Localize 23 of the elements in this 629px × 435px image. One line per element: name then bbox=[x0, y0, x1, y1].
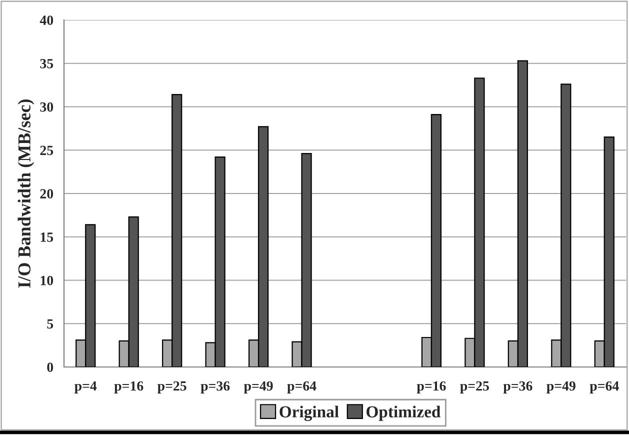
x-tick-label: p=49 bbox=[546, 381, 576, 394]
x-tick-label: p=49 bbox=[244, 381, 273, 394]
y-tick-label: 40 bbox=[40, 16, 54, 25]
x-tick-label: p=4 bbox=[74, 381, 97, 394]
y-tick-label: 15 bbox=[40, 232, 54, 242]
y-tick-label: 5 bbox=[47, 319, 54, 329]
x-tick-label: p=25 bbox=[460, 381, 489, 394]
y-tick-label: 25 bbox=[40, 146, 54, 156]
y-tick-label: 10 bbox=[40, 276, 54, 286]
y-axis-title: I/O Bandwidth (MB/sec) bbox=[18, 99, 34, 288]
x-tick-label: p=16 bbox=[114, 381, 144, 394]
y-tick-label: 35 bbox=[40, 58, 54, 68]
x-tick-label: p=16 bbox=[416, 381, 446, 394]
x-tick-label: p=64 bbox=[590, 381, 619, 394]
legend-label: Optimized bbox=[366, 406, 441, 421]
y-tick-label: 20 bbox=[40, 189, 54, 198]
x-tick-label: p=36 bbox=[503, 381, 532, 394]
legend-label: Original bbox=[280, 406, 339, 421]
x-tick-label: p=36 bbox=[200, 381, 230, 394]
x-tick-label: p=64 bbox=[287, 381, 316, 394]
y-tick-label: 30 bbox=[40, 102, 54, 112]
y-tick-label: 0 bbox=[47, 362, 54, 372]
x-tick-label: p=25 bbox=[157, 381, 186, 394]
